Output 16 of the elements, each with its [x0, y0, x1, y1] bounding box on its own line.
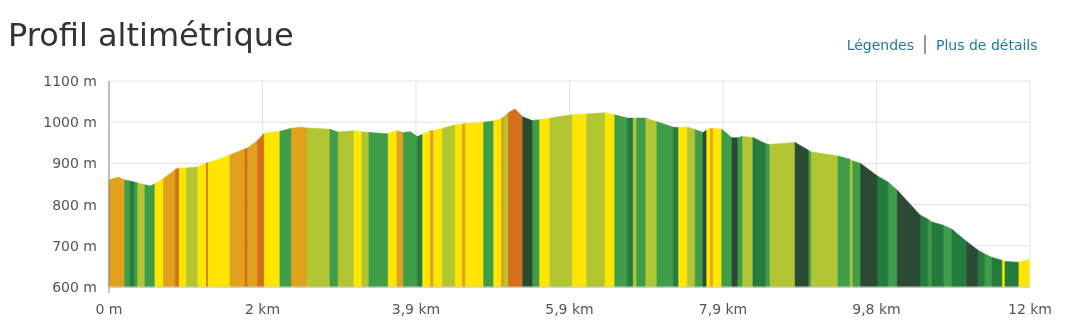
y-tick-label: 1000 m: [43, 114, 97, 131]
x-tick-label: 2 km: [244, 301, 281, 317]
text: Plus de détails: [936, 37, 1038, 53]
y-tick-label: 700 m: [52, 237, 97, 254]
y-tick-label: 900 m: [52, 155, 97, 172]
chart-title: Profil altimétrique: [8, 16, 294, 54]
text: Légendes: [846, 37, 914, 53]
x-tick-label: 3,9 km: [391, 301, 441, 317]
x-tick-label: 12 km: [1007, 301, 1053, 317]
x-tick-label: 9,8 km: [852, 301, 901, 317]
x-tick-label: 7,9 km: [698, 301, 748, 317]
x-tick-label: 0 m: [95, 301, 123, 317]
y-tick-label: 800 m: [52, 196, 97, 213]
y-tick-label: 1100 m: [43, 73, 97, 89]
x-tick-label: 5,9 km: [545, 301, 594, 317]
y-tick-label: 600 m: [52, 279, 97, 295]
